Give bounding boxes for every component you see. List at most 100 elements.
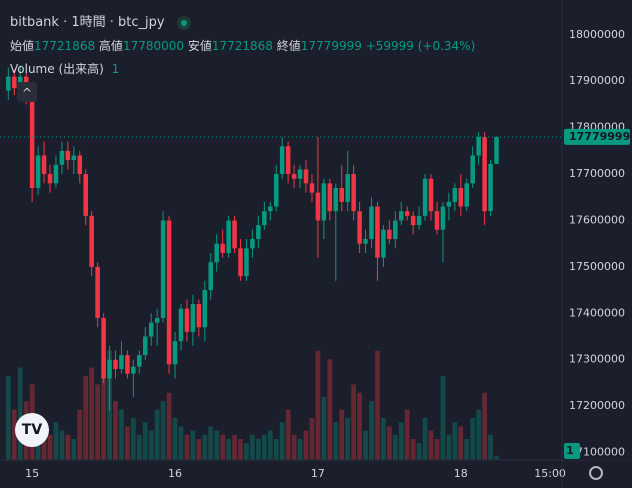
candle-body: [446, 201, 452, 207]
candle-body: [470, 155, 475, 184]
volume-bar: [470, 418, 476, 460]
candle-body: [410, 215, 416, 226]
volume-bar: [279, 422, 285, 460]
volume-bar: [202, 434, 208, 460]
candle-body: [381, 229, 386, 258]
candle-body: [53, 164, 59, 184]
candle-body: [273, 174, 279, 207]
candle-body: [345, 174, 350, 202]
candle-body: [107, 359, 112, 379]
volume-bar: [327, 359, 333, 460]
volume-bar: [309, 418, 315, 460]
volume-bar: [232, 434, 237, 460]
candle-body: [416, 215, 422, 226]
candle-body: [220, 243, 225, 253]
volume-bar: [255, 439, 261, 460]
candle-body: [160, 220, 166, 318]
volume-bar: [381, 418, 386, 460]
candle-body: [178, 308, 184, 342]
volume-bar: [244, 443, 249, 460]
price-scale: [562, 0, 632, 460]
volume-bar: [285, 409, 291, 460]
volume-bar: [172, 418, 178, 460]
volume-bar: [11, 409, 17, 460]
volume-bar: [59, 430, 65, 460]
candle-body: [41, 155, 47, 175]
volume-bar: [71, 439, 77, 460]
candle-body: [303, 169, 309, 184]
ohlc-label: 始値: [10, 39, 35, 53]
candle-body: [351, 174, 356, 212]
ohlc-value: 17721868: [34, 39, 96, 53]
volume-bar: [303, 430, 309, 460]
candle-body: [119, 355, 124, 370]
volume-label-box: [564, 443, 580, 459]
candle-body: [77, 155, 83, 175]
collapse-button[interactable]: ^: [17, 82, 37, 102]
candle-body: [131, 366, 136, 374]
volume-bar: [101, 359, 106, 460]
candle-body: [65, 150, 71, 161]
candle-body: [398, 211, 404, 221]
volume-bar: [154, 409, 160, 460]
candle-body: [6, 76, 11, 91]
candle-body: [137, 355, 142, 367]
settings-button[interactable]: [589, 466, 603, 480]
y-tick-label: 17200000: [569, 399, 625, 412]
candle-body: [202, 290, 208, 328]
x-tick-label: 16: [168, 467, 182, 480]
candle-body: [148, 322, 154, 337]
volume-bar: [291, 434, 297, 460]
volume-bar: [119, 409, 124, 460]
price-label: 17779999: [569, 130, 630, 143]
x-tick-label: 15: [25, 467, 39, 480]
candle-body: [494, 136, 499, 164]
candle-body: [404, 211, 410, 216]
candle-body: [166, 220, 172, 365]
candle-body: [89, 215, 94, 267]
x-tick-label: 15:00: [534, 467, 566, 480]
volume-bar: [47, 434, 53, 460]
volume-bar: [363, 430, 368, 460]
volume-bar: [369, 401, 374, 460]
volume-bar: [357, 392, 362, 460]
y-tick-label: 17900000: [569, 74, 625, 87]
volume-bar: [464, 439, 470, 460]
candle-body: [262, 211, 267, 226]
candle-body: [482, 136, 487, 212]
volume-bar: [261, 434, 267, 460]
candle-body: [268, 206, 273, 212]
candle-body: [291, 174, 297, 179]
logo[interactable]: TV: [15, 413, 49, 447]
y-tick-label: 17300000: [569, 353, 625, 366]
ohlc-legend: 始値17721868 高値17780000 安値17721868 終値17779…: [10, 37, 475, 54]
volume-bar: [142, 422, 148, 460]
ohlc-value: 17721868: [211, 39, 273, 53]
candle-body: [369, 206, 374, 240]
volume-bar: [488, 434, 493, 460]
status-icon: [176, 15, 191, 30]
volume-bar: [17, 367, 23, 460]
candle-body: [452, 187, 458, 202]
candle-body: [315, 192, 321, 221]
volume-bar: [398, 422, 404, 460]
candle-body: [339, 187, 344, 202]
volume-bar: [178, 426, 184, 460]
volume-bar: [458, 426, 464, 460]
volume-bar: [392, 434, 398, 460]
volume-bar: [404, 409, 410, 460]
candle-body: [357, 211, 362, 244]
candle-body: [47, 174, 53, 184]
candle-body: [196, 304, 202, 328]
volume-bar: [148, 430, 154, 460]
candle-body: [172, 341, 178, 365]
volume-bar: [428, 430, 434, 460]
volume-bar: [89, 367, 95, 460]
candle-body: [125, 355, 130, 374]
candle-body: [250, 239, 255, 249]
volume-bar: [333, 422, 339, 460]
candle-body: [434, 211, 440, 230]
volume-bar: [130, 418, 136, 460]
